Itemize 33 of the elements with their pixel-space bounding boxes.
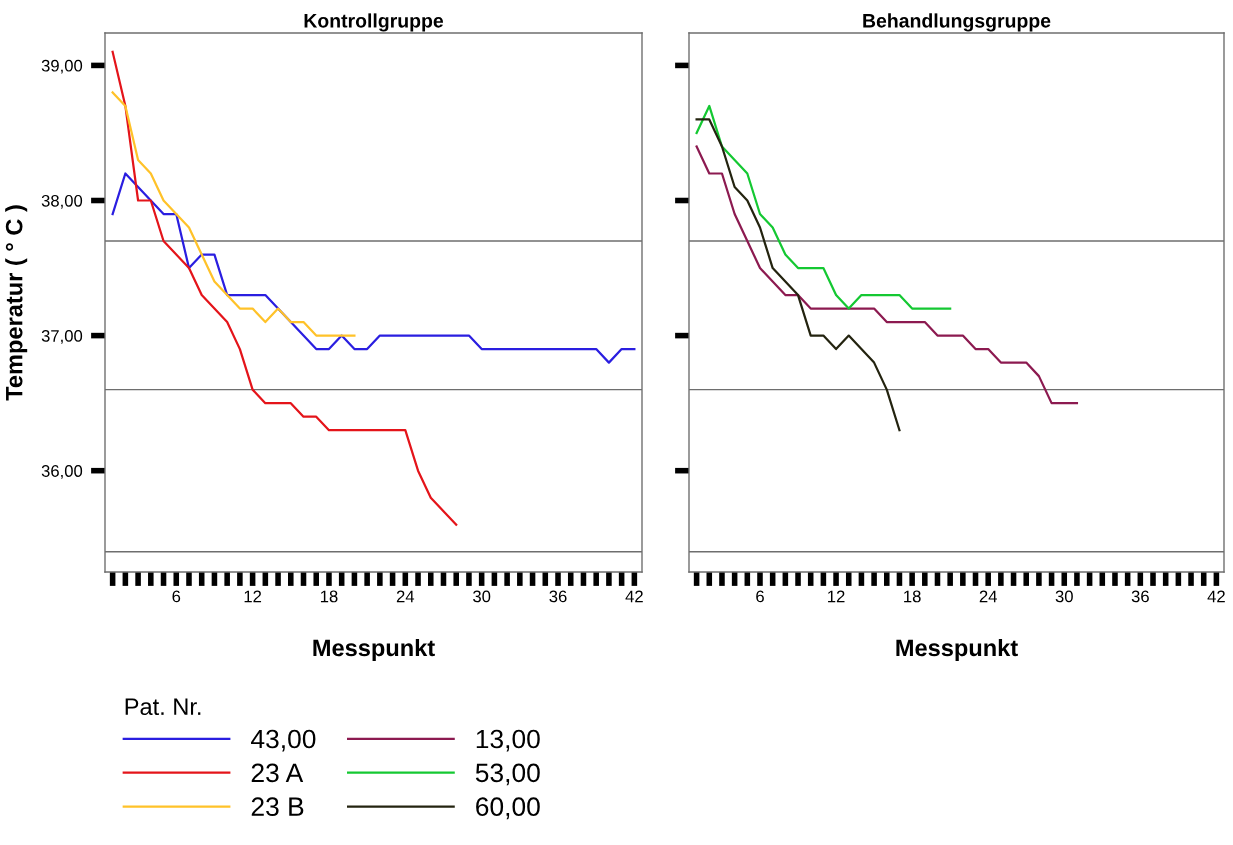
- y-tick-label: 38,00: [41, 194, 83, 209]
- x-tick-label: 12: [828, 590, 845, 603]
- y-tick-label: 36,00: [41, 465, 83, 479]
- x-tick-label: 18: [320, 590, 338, 603]
- x-axis-title: Messpunkt: [896, 638, 1018, 661]
- x-tick-label: 18: [904, 590, 921, 603]
- x-tick-label: 6: [172, 590, 181, 603]
- chart-title: Kontrollgruppe: [304, 13, 444, 32]
- legend-label: 43,00: [251, 729, 316, 752]
- legend-label: 53,00: [475, 763, 540, 786]
- x-tick-label: 36: [1131, 590, 1149, 603]
- x-axis-title: Messpunkt: [313, 638, 435, 661]
- x-tick-label: 12: [244, 590, 262, 603]
- y-axis-title: Temperatur ( ° C ): [5, 205, 28, 401]
- legend-label: 23 B: [251, 797, 304, 817]
- x-tick-label: 6: [756, 590, 764, 603]
- line-series: [111, 50, 458, 526]
- line-series: [111, 172, 636, 364]
- legend-label: 23 A: [251, 763, 304, 783]
- x-tick-label: 42: [625, 590, 643, 603]
- legend-label: 60,00: [476, 797, 540, 820]
- line-series: [111, 91, 356, 337]
- legend-title: Pat. Nr.: [125, 698, 201, 716]
- x-tick-label: 24: [396, 590, 415, 603]
- x-tick-label: 42: [1207, 590, 1225, 603]
- chart-title: Behandlungsgruppe: [863, 13, 1051, 32]
- y-tick-label: 39,00: [41, 59, 83, 74]
- x-tick-label: 30: [1055, 590, 1073, 603]
- y-tick-label: 37,00: [41, 330, 83, 344]
- x-tick-label: 30: [473, 590, 491, 603]
- x-tick-label: 24: [979, 590, 997, 603]
- x-tick-label: 36: [549, 590, 567, 603]
- legend-label: 13,00: [476, 729, 540, 752]
